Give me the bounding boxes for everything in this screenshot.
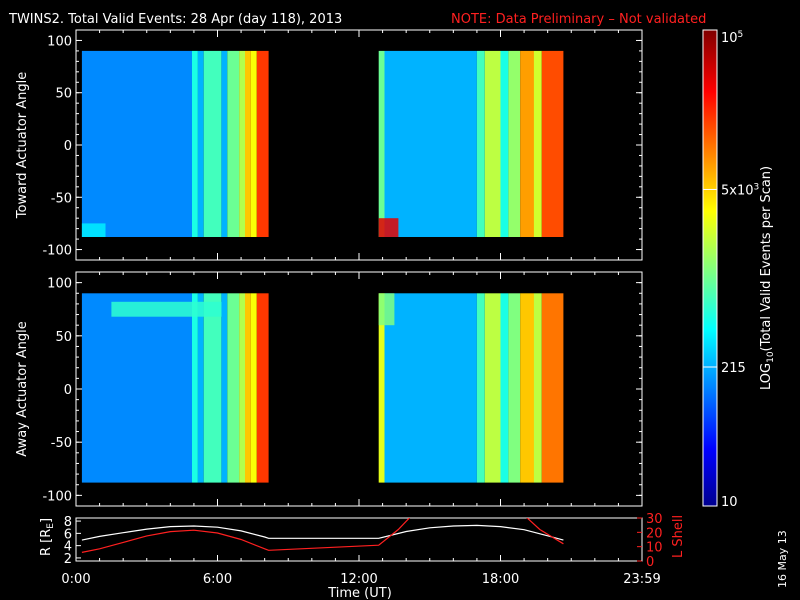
toward-seg1-stripe-1 (81, 50, 192, 238)
toward-seg1-stripe-7 (239, 50, 245, 238)
toward-seg1-stripe-8 (245, 50, 251, 238)
away-angle-panel: 100 50 0 -50 -100 Away Actuator Angle (15, 271, 643, 507)
away-ytick-label-3: 0 (64, 383, 72, 398)
away-seg1-stripe-3 (197, 293, 204, 483)
time-axis-label: Time (UT) (327, 586, 392, 600)
toward-seg1-stripe-3 (197, 50, 204, 238)
away-seg1-stripe-1 (81, 293, 192, 483)
orbit-right-tick-label-2: 20 (646, 526, 663, 541)
away-y-ticks: 100 50 0 -50 -100 (42, 272, 643, 506)
away-ytick-label-2: 50 (55, 330, 72, 345)
orbit-lines (81, 518, 564, 553)
away-seg2-stripe-6 (508, 293, 521, 483)
away-seg1-stripe-2 (192, 293, 198, 483)
colorbar-ticks: 105 5x103 215 10 (703, 29, 759, 510)
toward-seg1-stripe-10 (256, 50, 269, 238)
time-tick-label-5: 23:59 (623, 572, 660, 587)
toward-seg1-stripe-4 (203, 50, 222, 238)
generation-date: 16 May 13 (776, 530, 789, 588)
colorbar-gradient (702, 29, 718, 507)
away-ytick-label-1: 100 (47, 277, 72, 292)
toward-y-axis-label: Toward Actuator Angle (15, 72, 30, 219)
away-seg1-hotspot (111, 301, 222, 317)
orbit-left-tick-label-2: 6 (64, 527, 72, 542)
toward-ytick-label-2: 50 (55, 87, 72, 102)
away-seg2-stripe-2 (384, 293, 477, 483)
toward-angle-panel: 100 50 0 -50 -100 Toward Actuator Angle (15, 29, 643, 261)
toward-seg1-stripe-2 (192, 50, 198, 238)
orbit-series-1 (81, 524, 564, 541)
toward-ytick-label-4: -50 (51, 191, 72, 206)
away-seg1-stripe-8 (245, 293, 251, 483)
away-seg1-stripe-7 (239, 293, 245, 483)
toward-seg2-stripe-4 (484, 50, 501, 238)
preliminary-note: NOTE: Data Preliminary – Not validated (451, 12, 706, 27)
toward-y-ticks: 100 50 0 -50 -100 (42, 30, 643, 260)
away-seg2-stripe-4 (484, 293, 501, 483)
away-heatmap-data (81, 293, 564, 483)
toward-seg1-stripe-5 (221, 50, 228, 238)
orbit-series-3 (526, 518, 564, 545)
toward-ytick-label-1: 100 (47, 34, 72, 49)
away-seg2-stripe-1 (378, 293, 385, 483)
toward-seg2-hotspot (378, 218, 399, 237)
colorbar: 105 5x103 215 10 LOG10(Total Valid Events p… (702, 29, 776, 510)
orbit-left-tick-label-4: 2 (64, 552, 72, 567)
toward-seg2-stripe-9 (541, 50, 564, 238)
toward-seg2-stripe-2 (384, 50, 477, 238)
time-tick-label-4: 18:00 (482, 572, 519, 587)
toward-seg2-stripe-5 (500, 50, 509, 238)
toward-seg2-stripe-8 (533, 50, 542, 238)
away-seg2-stripe-3 (476, 293, 485, 483)
toward-ytick-label-3: 0 (64, 139, 72, 154)
colorbar-label: LOG10(Total Valid Events per Scan) (759, 166, 776, 390)
orbit-left-tick-label-3: 4 (64, 540, 72, 555)
away-seg2-stripe-8 (533, 293, 542, 483)
toward-heatmap-data (81, 50, 564, 238)
orbit-right-tick-label-1: 30 (646, 512, 663, 527)
orbit-right-tick-label-3: 10 (646, 541, 663, 556)
away-ytick-label-5: -100 (42, 489, 72, 504)
away-seg2-stripe-9 (541, 293, 564, 483)
orbit-series-2 (81, 518, 411, 553)
away-y-axis-label: Away Actuator Angle (15, 321, 30, 456)
toward-seg2-stripe-1 (378, 50, 385, 238)
toward-seg2-stripe-6 (508, 50, 521, 238)
toward-seg1-stripe-9 (250, 50, 257, 238)
toward-seg2-stripe-7 (520, 50, 534, 238)
time-tick-label-3: 12:00 (340, 572, 377, 587)
orbit-left-tick-label-1: 8 (64, 515, 72, 530)
away-seg2-stripe-5 (500, 293, 509, 483)
toward-seg2-stripe-3 (476, 50, 485, 238)
away-seg1-stripe-6 (227, 293, 240, 483)
orbit-right-axis-label: L Shell (671, 515, 686, 558)
orbit-right-tick-label-4: 0 (646, 555, 654, 570)
away-seg1-stripe-4 (203, 293, 222, 483)
orbit-left-axis-label: R [RE] (39, 518, 56, 556)
time-tick-label-1: 0:00 (61, 572, 90, 587)
toward-ytick-label-5: -100 (42, 244, 72, 259)
figure-title: TWINS2. Total Valid Events: 28 Apr (day … (8, 12, 342, 27)
colorbar-tick-label-1: 105 (721, 30, 743, 46)
away-seg1-stripe-5 (221, 293, 228, 483)
away-seg2-stripe-7 (520, 293, 534, 483)
away-ytick-label-4: -50 (51, 436, 72, 451)
colorbar-tick-label-2: 5x103 (721, 182, 759, 198)
away-seg1-stripe-10 (256, 293, 269, 483)
toward-seg1-hotspot (81, 223, 106, 237)
colorbar-tick-label-3: 215 (721, 361, 746, 376)
toward-seg1-stripe-6 (227, 50, 240, 238)
away-seg1-stripe-9 (250, 293, 257, 483)
colorbar-tick-label-4: 10 (721, 495, 738, 510)
time-tick-label-2: 6:00 (203, 572, 232, 587)
away-seg2-hotspot (378, 293, 395, 326)
